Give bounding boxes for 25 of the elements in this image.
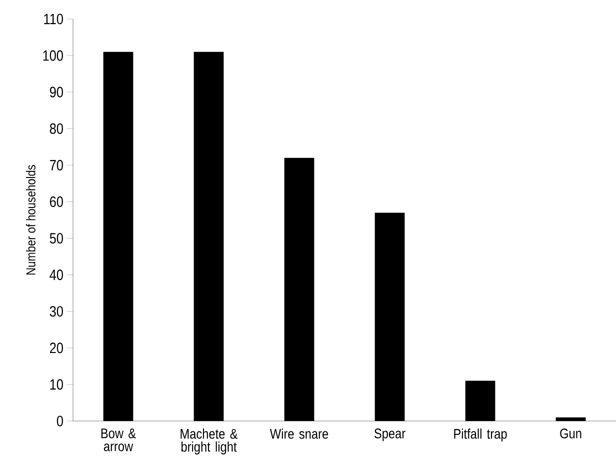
y-tick-label: 50	[50, 232, 63, 244]
x-tick-label: Spear	[374, 428, 406, 442]
bar	[556, 417, 586, 421]
y-tick-label: 60	[50, 196, 63, 208]
y-tick-label: 0	[56, 416, 63, 426]
bar	[284, 158, 314, 421]
y-axis-title: Number of households	[26, 165, 36, 274]
y-tick-label: 70	[50, 160, 63, 170]
bar	[374, 212, 405, 421]
y-tick-label: 100	[43, 50, 63, 61]
y-tick-label: 110	[44, 14, 63, 24]
y-tick-label: 80	[50, 123, 63, 134]
x-tick-label: Pitfall trap	[454, 428, 507, 442]
bar	[465, 380, 496, 421]
bar	[103, 52, 134, 421]
y-tick-label: 20	[50, 342, 63, 354]
bar	[194, 52, 224, 421]
x-tick-label: Machete & bright light	[180, 428, 238, 454]
y-tick-label: 10	[50, 379, 63, 390]
y-tick-label: 30	[50, 306, 63, 317]
y-tick-label: 90	[50, 86, 63, 98]
x-tick-label: Bow & arrow	[101, 428, 136, 452]
x-tick-label: Wire snare	[270, 428, 328, 439]
y-tick-label: 40	[50, 270, 63, 280]
x-tick-label: Gun	[560, 428, 582, 438]
